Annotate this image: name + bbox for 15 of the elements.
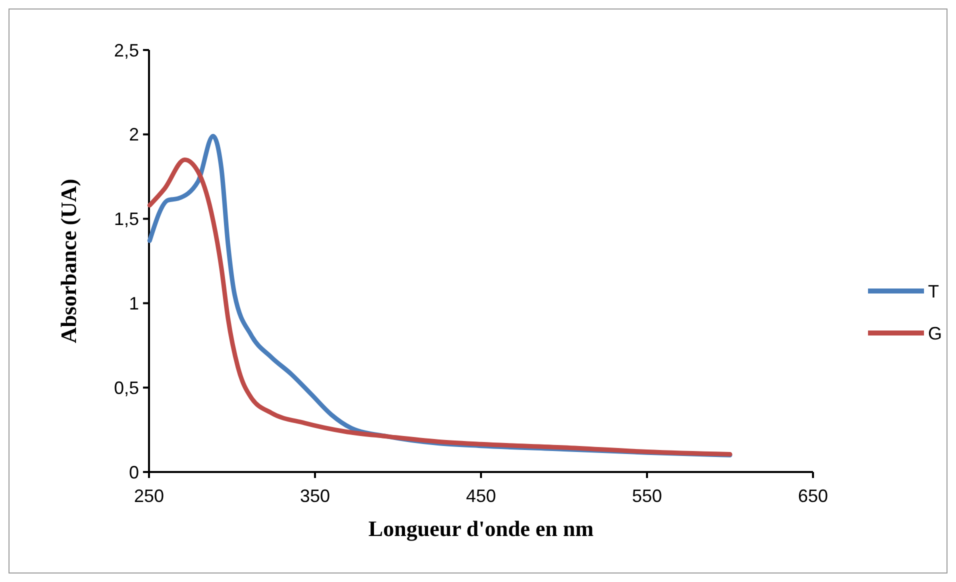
y-axis-title: Absorbance (UA) [56,178,81,344]
x-tick-label: 250 [134,486,164,506]
y-tick-label: 1 [128,294,139,314]
y-tick-label: 1,5 [114,209,139,230]
x-tick-label: 650 [798,486,828,506]
y-tick-label: 2 [128,124,139,145]
y-tick-label: 0,5 [114,378,139,398]
x-tick-label: 450 [466,486,496,506]
x-axis-title: Longueur d'onde en nm [368,516,594,541]
y-tick-label: 0 [128,462,139,482]
y-tick-label: 2,5 [114,40,139,60]
legend-label: G [928,323,942,344]
x-tick-label: 350 [300,486,330,506]
legend-label: T [928,281,939,302]
x-tick-label: 550 [632,486,662,506]
